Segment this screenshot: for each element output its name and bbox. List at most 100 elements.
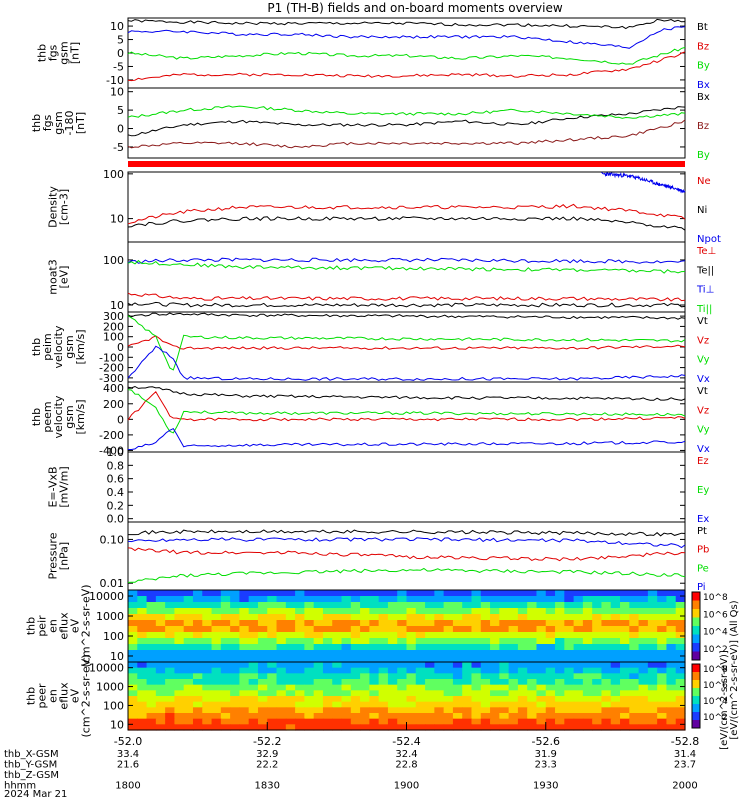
spectrogram-cell — [360, 667, 370, 674]
spectrogram-cell — [192, 701, 203, 708]
spectrogram-cell — [192, 638, 203, 645]
spectrogram-cell — [332, 602, 343, 609]
spectrogram-cell — [647, 620, 658, 627]
spectrogram-cell — [295, 701, 305, 708]
spectrogram-cell — [174, 707, 185, 714]
spectrogram-cell — [155, 602, 166, 609]
spectrogram-cell — [471, 638, 482, 645]
spectrogram-cell — [564, 620, 575, 627]
row-value: 32.4 — [395, 749, 417, 760]
series-line-by — [127, 46, 686, 65]
spectrogram-cell — [620, 644, 630, 651]
spectrogram-cell — [211, 679, 222, 686]
spectrogram-cell — [675, 713, 686, 720]
spectrogram-cell — [620, 638, 630, 645]
y-tick-label: 1000 — [96, 681, 124, 694]
spectrogram-cell — [490, 608, 500, 615]
spectrogram-cell — [471, 679, 482, 686]
spectrogram-cell — [582, 614, 593, 621]
y-tick-label: -5 — [113, 141, 124, 154]
spectrogram-cell — [443, 656, 454, 663]
spectrogram-cell — [545, 707, 556, 714]
spectrogram-cell — [555, 707, 565, 714]
spectrogram-cell — [137, 590, 148, 597]
spectrogram-cell — [434, 667, 445, 674]
spectrogram-cell — [183, 662, 194, 669]
spectrogram-cell — [666, 626, 677, 633]
spectrogram-cell — [285, 662, 296, 669]
legend-ti: Ti|| — [696, 304, 712, 315]
spectrogram-cell — [629, 662, 640, 669]
spectrogram-cell — [517, 650, 528, 657]
spectrogram-cell — [285, 679, 296, 686]
spectrogram-cell — [192, 626, 203, 633]
spectrogram-cell — [462, 662, 473, 669]
spectrogram-cell — [360, 696, 370, 703]
spectrogram-cell — [257, 632, 268, 639]
spectrogram-cell — [332, 596, 343, 603]
y-label-word: eflux — [58, 612, 71, 640]
spectrogram-cell — [137, 620, 148, 627]
spectrogram-cell — [239, 608, 250, 615]
colorbar-title: [eV/(cm^2-s-sr-eV)] — [719, 650, 730, 750]
spectrogram-cell — [257, 724, 268, 731]
spectrogram-cell — [517, 696, 528, 703]
spectrogram-cell — [369, 626, 380, 633]
spectrogram-cell — [304, 701, 315, 708]
spectrogram-cell — [406, 590, 417, 597]
spectrogram-cell — [202, 696, 213, 703]
spectrogram-cell — [508, 656, 519, 663]
spectrogram-cell — [239, 614, 250, 621]
spectrogram-cell — [295, 713, 305, 720]
y-tick-label: 200 — [103, 320, 124, 333]
spectrogram-cell — [434, 679, 445, 686]
spectrogram-cell — [257, 684, 268, 691]
y-tick-label: 10 — [110, 299, 124, 312]
row-label-hhmm: hhmm — [4, 781, 36, 792]
spectrogram-cell — [490, 620, 500, 627]
spectrogram-cell — [490, 614, 500, 621]
spectrogram-cell — [230, 662, 240, 669]
spectrogram-cell — [592, 614, 603, 621]
spectrogram-cell — [230, 707, 240, 714]
legend-ez: Ez — [697, 456, 709, 467]
spectrogram-cell — [378, 718, 389, 725]
spectrogram-cell — [174, 590, 185, 597]
spectrogram-cell — [183, 626, 194, 633]
spectrogram-cell — [499, 608, 510, 615]
spectrogram-cell — [620, 707, 630, 714]
spectrogram-cell — [657, 684, 668, 691]
spectrogram-cell — [192, 718, 203, 725]
spectrogram-cell — [248, 602, 259, 609]
spectrogram-cell — [165, 590, 176, 597]
spectrogram-cell — [443, 638, 454, 645]
spectrogram-cell — [666, 724, 677, 731]
spectrogram-cell — [248, 608, 259, 615]
spectrogram-cell — [675, 650, 686, 657]
spectrogram-cell — [601, 644, 612, 651]
spectrogram-cell — [620, 673, 630, 680]
spectrogram-cell — [183, 667, 194, 674]
spectrogram-cell — [230, 644, 240, 651]
spectrogram-cell — [192, 679, 203, 686]
spectrogram-cell — [564, 590, 575, 597]
spectrogram-cell — [434, 684, 445, 691]
spectrogram-cell — [155, 690, 166, 697]
row-value: 23.7 — [674, 760, 696, 771]
legend-ti: Ti⊥ — [696, 285, 714, 296]
y-tick-label: 0.6 — [107, 473, 125, 486]
series-line-vx — [127, 345, 686, 381]
spectrogram-cell — [620, 662, 630, 669]
spectrogram-cell — [267, 673, 278, 680]
spectrogram-cell — [582, 662, 593, 669]
spectrogram-cell — [322, 614, 333, 621]
spectrogram-cell — [128, 644, 138, 651]
spectrogram-cell — [555, 626, 565, 633]
spectrogram-cell — [248, 707, 259, 714]
spectrogram-cell — [202, 596, 213, 603]
spectrogram-cell — [174, 696, 185, 703]
spectrogram-cell — [555, 638, 565, 645]
